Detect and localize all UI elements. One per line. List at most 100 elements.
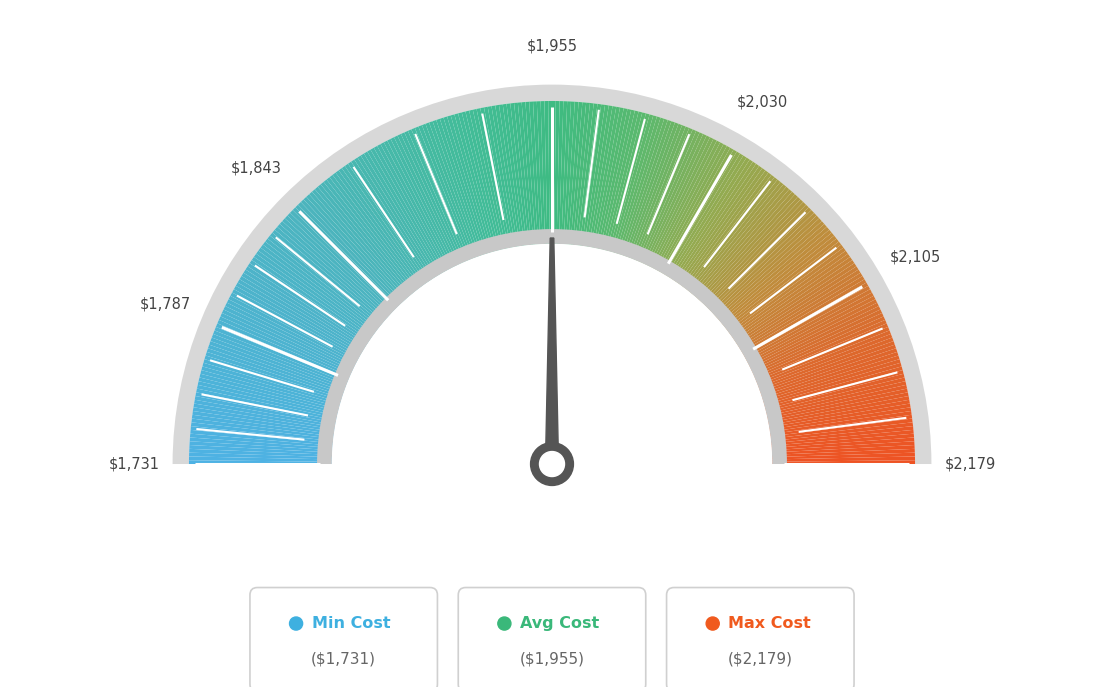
Wedge shape	[364, 152, 439, 276]
Wedge shape	[245, 266, 368, 346]
Wedge shape	[458, 112, 497, 251]
Wedge shape	[265, 239, 380, 329]
Wedge shape	[189, 456, 332, 462]
Wedge shape	[529, 101, 541, 244]
Wedge shape	[237, 279, 362, 354]
Wedge shape	[767, 385, 907, 418]
Wedge shape	[554, 101, 560, 244]
Text: ($1,955): ($1,955)	[520, 652, 584, 667]
Wedge shape	[580, 104, 602, 246]
Wedge shape	[461, 112, 499, 250]
Wedge shape	[354, 157, 434, 279]
Circle shape	[707, 617, 719, 630]
Wedge shape	[767, 388, 907, 420]
Wedge shape	[229, 296, 357, 364]
Wedge shape	[757, 334, 892, 387]
Wedge shape	[491, 106, 518, 247]
Wedge shape	[415, 126, 471, 260]
Wedge shape	[317, 229, 787, 464]
Wedge shape	[388, 139, 454, 268]
Wedge shape	[194, 400, 336, 427]
Wedge shape	[676, 164, 760, 283]
Wedge shape	[750, 303, 879, 368]
Wedge shape	[733, 257, 852, 340]
Wedge shape	[707, 205, 809, 308]
Text: $1,787: $1,787	[140, 297, 191, 311]
Wedge shape	[217, 320, 350, 379]
Wedge shape	[772, 437, 914, 450]
Wedge shape	[747, 296, 875, 364]
Wedge shape	[763, 359, 901, 402]
Wedge shape	[694, 187, 789, 297]
Wedge shape	[549, 101, 552, 244]
Wedge shape	[703, 199, 804, 305]
Wedge shape	[588, 106, 616, 247]
Wedge shape	[618, 117, 665, 255]
Text: Max Cost: Max Cost	[729, 616, 811, 631]
Wedge shape	[192, 411, 335, 434]
Circle shape	[531, 442, 573, 486]
Wedge shape	[407, 129, 467, 262]
Wedge shape	[670, 157, 750, 279]
Wedge shape	[673, 161, 756, 282]
Wedge shape	[729, 248, 846, 335]
Wedge shape	[698, 192, 795, 300]
Wedge shape	[714, 218, 821, 317]
Wedge shape	[758, 337, 893, 389]
Wedge shape	[620, 119, 668, 255]
Wedge shape	[190, 441, 332, 453]
Wedge shape	[641, 132, 703, 264]
Wedge shape	[199, 377, 338, 414]
Wedge shape	[351, 159, 432, 281]
Wedge shape	[231, 293, 358, 362]
Wedge shape	[336, 170, 423, 287]
Wedge shape	[696, 189, 792, 299]
Wedge shape	[662, 150, 736, 275]
Wedge shape	[242, 273, 364, 350]
Wedge shape	[208, 344, 344, 394]
Wedge shape	[235, 282, 361, 356]
Text: Min Cost: Min Cost	[311, 616, 390, 631]
Wedge shape	[760, 341, 895, 392]
Wedge shape	[194, 396, 336, 425]
Wedge shape	[569, 102, 583, 244]
Text: ($1,731): ($1,731)	[311, 652, 376, 667]
Wedge shape	[766, 381, 906, 416]
Wedge shape	[771, 426, 913, 443]
Wedge shape	[586, 106, 613, 247]
Wedge shape	[680, 168, 765, 286]
Wedge shape	[762, 352, 899, 398]
Wedge shape	[736, 266, 859, 346]
Wedge shape	[279, 221, 389, 318]
Wedge shape	[648, 137, 713, 267]
Wedge shape	[772, 433, 914, 448]
Wedge shape	[263, 241, 378, 331]
Wedge shape	[200, 370, 339, 409]
Wedge shape	[756, 327, 890, 383]
Text: $2,030: $2,030	[736, 95, 787, 110]
Wedge shape	[772, 430, 914, 446]
Wedge shape	[691, 182, 784, 295]
Wedge shape	[315, 187, 410, 297]
Text: Avg Cost: Avg Cost	[520, 616, 599, 631]
Wedge shape	[772, 441, 914, 453]
Wedge shape	[719, 227, 829, 322]
Wedge shape	[625, 121, 675, 257]
Wedge shape	[745, 289, 872, 360]
Wedge shape	[544, 101, 550, 244]
Wedge shape	[309, 192, 406, 300]
Wedge shape	[234, 286, 360, 358]
Wedge shape	[293, 207, 396, 310]
Wedge shape	[189, 460, 332, 464]
Wedge shape	[730, 250, 848, 337]
Wedge shape	[211, 337, 346, 389]
Circle shape	[289, 617, 302, 630]
Wedge shape	[225, 303, 354, 368]
Wedge shape	[603, 110, 638, 250]
Wedge shape	[699, 194, 798, 302]
Wedge shape	[425, 122, 477, 257]
Wedge shape	[212, 334, 347, 387]
Wedge shape	[193, 404, 335, 430]
Wedge shape	[332, 244, 772, 464]
Wedge shape	[295, 205, 397, 308]
